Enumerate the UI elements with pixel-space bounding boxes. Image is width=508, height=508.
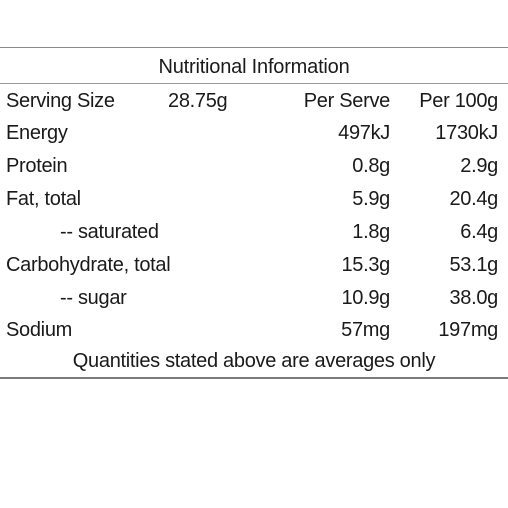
- serving-size-label: Serving Size: [6, 90, 115, 112]
- per-serve-value: 15.3g: [341, 254, 390, 276]
- per-serve-value: 497kJ: [338, 122, 390, 144]
- nutrient-name: Fat, total: [6, 188, 81, 210]
- per-100g-value: 53.1g: [449, 254, 498, 276]
- per-100g-value: 6.4g: [460, 221, 498, 243]
- nutrient-name: Carbohydrate, total: [6, 254, 171, 276]
- table-title: Nutritional Information: [158, 56, 350, 78]
- per-serve-value: 57mg: [341, 319, 390, 341]
- table-row: Sodium 57mg 197mg: [0, 314, 508, 346]
- per-100g-value: 20.4g: [449, 188, 498, 210]
- table-row: -- saturated 1.8g 6.4g: [0, 216, 508, 248]
- title-divider: [0, 83, 508, 84]
- serving-size-value: 28.75g: [168, 90, 228, 112]
- nutrient-name: -- sugar: [60, 287, 127, 309]
- table-row: -- sugar 10.9g 38.0g: [0, 282, 508, 314]
- per-serve-header: Per Serve: [303, 90, 391, 112]
- per-100g-header: Per 100g: [419, 90, 498, 112]
- per-100g-value: 2.9g: [460, 155, 498, 177]
- per-100g-value: 1730kJ: [435, 122, 498, 144]
- header-row: Serving Size 28.75g Per Serve Per 100g: [0, 85, 508, 117]
- table-row: Protein 0.8g 2.9g: [0, 150, 508, 182]
- top-rule: [0, 47, 508, 48]
- nutrient-name: -- saturated: [60, 221, 159, 243]
- per-serve-value: 0.8g: [352, 155, 390, 177]
- per-serve-value: 10.9g: [341, 287, 390, 309]
- nutrient-name: Sodium: [6, 319, 73, 341]
- per-100g-value: 38.0g: [449, 287, 498, 309]
- per-serve-value: 5.9g: [352, 188, 390, 210]
- table-row: Carbohydrate, total 15.3g 53.1g: [0, 249, 508, 281]
- per-100g-value: 197mg: [438, 319, 498, 341]
- nutrient-name: Protein: [6, 155, 68, 177]
- nutrition-table: Nutritional Information Serving Size 28.…: [0, 47, 508, 379]
- bottom-rule: [0, 377, 508, 379]
- footer-note: Quantities stated above are averages onl…: [72, 350, 436, 372]
- per-serve-value: 1.8g: [352, 221, 390, 243]
- table-row: Energy 497kJ 1730kJ: [0, 117, 508, 149]
- table-row: Fat, total 5.9g 20.4g: [0, 183, 508, 215]
- nutrient-name: Energy: [6, 122, 68, 144]
